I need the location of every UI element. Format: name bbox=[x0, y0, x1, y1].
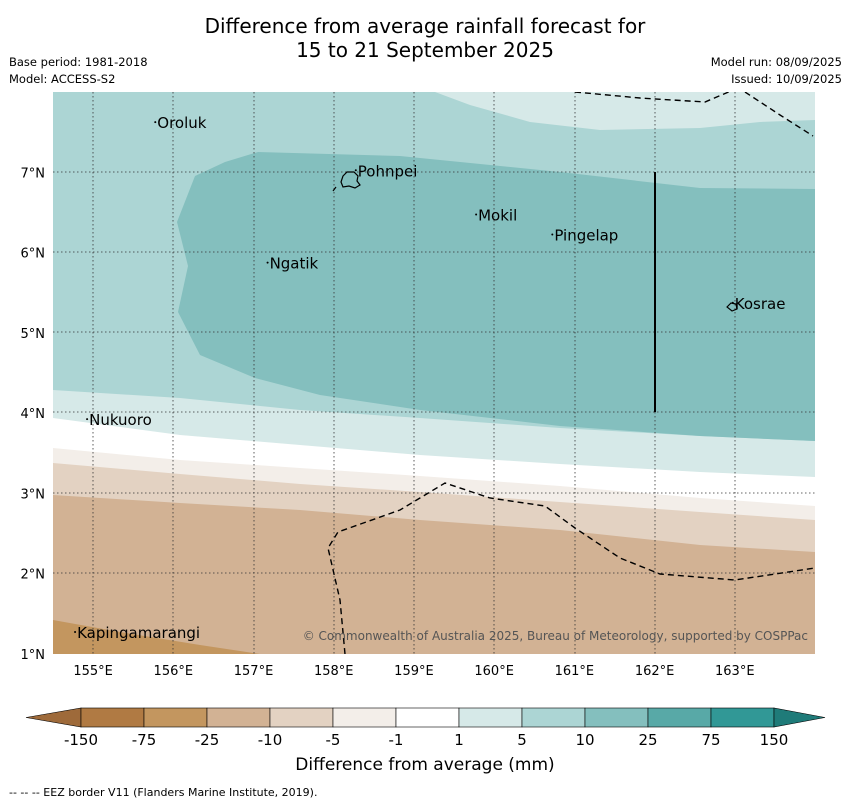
lat-tick-label: 4°N bbox=[21, 407, 46, 422]
lat-tick-label: 2°N bbox=[21, 568, 46, 583]
colorbar-tick-label: 75 bbox=[701, 731, 720, 749]
lon-tick-label: 155°E bbox=[73, 664, 113, 679]
place-label: Mokil bbox=[478, 206, 517, 224]
colorbar-swatch bbox=[458, 707, 523, 728]
lon-tick-label: 160°E bbox=[474, 664, 514, 679]
colorbar-swatches bbox=[25, 707, 826, 728]
footer-legend: -- -- -- EEZ border V11 (Flanders Marine… bbox=[9, 786, 318, 799]
model-run: Model run: 08/09/2025 bbox=[710, 55, 842, 69]
colorbar-swatch bbox=[584, 707, 649, 728]
title-line-2: 15 to 21 September 2025 bbox=[296, 38, 554, 62]
colorbar-tick-label: 150 bbox=[760, 731, 789, 749]
colorbar-tick-label: -150 bbox=[64, 731, 98, 749]
meta-right: Model run: 08/09/2025 Issued: 10/09/2025 bbox=[711, 54, 842, 88]
colorbar-swatch bbox=[269, 707, 334, 728]
model-name: Model: ACCESS-S2 bbox=[9, 72, 116, 86]
colorbar-swatch bbox=[647, 707, 712, 728]
colorbar-label: Difference from average (mm) bbox=[295, 755, 555, 775]
colorbar-tick-label: 25 bbox=[638, 731, 657, 749]
place-marker bbox=[551, 233, 554, 236]
place-marker bbox=[731, 301, 734, 304]
lat-tick-label: 1°N bbox=[21, 648, 46, 663]
lat-tick-label: 5°N bbox=[21, 327, 46, 342]
place-marker bbox=[74, 630, 77, 633]
pohnpei-island bbox=[340, 171, 361, 189]
place-marker bbox=[354, 169, 357, 172]
colorbar-tick-label: -5 bbox=[326, 731, 341, 749]
colorbar-swatch bbox=[521, 707, 586, 728]
colorbar-extend-high bbox=[773, 707, 826, 728]
colorbar-tick-label: 5 bbox=[517, 731, 527, 749]
colorbar-tick-label: -75 bbox=[132, 731, 157, 749]
place-marker bbox=[475, 213, 478, 216]
colorbar-swatch bbox=[206, 707, 271, 728]
meta-left: Base period: 1981-2018 Model: ACCESS-S2 bbox=[9, 54, 148, 88]
eez-border-south bbox=[327, 482, 815, 654]
contour-fills bbox=[53, 92, 815, 654]
place-kapingamarangi: Kapingamarangi bbox=[74, 624, 200, 642]
map-title: Difference from average rainfall forecas… bbox=[0, 14, 850, 62]
issued-date: Issued: 10/09/2025 bbox=[731, 72, 842, 86]
place-pingelap: Pingelap bbox=[551, 227, 618, 245]
island-outlines bbox=[332, 171, 738, 312]
lon-tick-label: 159°E bbox=[394, 664, 434, 679]
lat-tick-label: 7°N bbox=[21, 166, 46, 181]
lon-tick-label: 162°E bbox=[635, 664, 675, 679]
place-kosrae: Kosrae bbox=[731, 295, 786, 313]
colorbar-swatch bbox=[395, 707, 460, 728]
place-pohnpei: Pohnpei bbox=[354, 162, 418, 180]
lon-tick-label: 157°E bbox=[234, 664, 274, 679]
latitude-ticks: 7°N 6°N 5°N 4°N 3°N 2°N 1°N bbox=[21, 166, 46, 663]
place-label: Pingelap bbox=[554, 227, 618, 245]
eez-border bbox=[327, 92, 815, 654]
lon-tick-label: 156°E bbox=[154, 664, 194, 679]
place-marker bbox=[266, 261, 269, 264]
place-ngatik: Ngatik bbox=[266, 255, 319, 273]
lat-tick-label: 3°N bbox=[21, 487, 46, 502]
colorbar-tick-label: 10 bbox=[575, 731, 594, 749]
rainfall-map: Oroluk Pohnpei Mokil Pingelap Ngatik Kosrae Nu… bbox=[21, 92, 826, 749]
title-line-1: Difference from average rainfall forecas… bbox=[204, 14, 646, 38]
colorbar-extend-low bbox=[25, 707, 82, 728]
lon-tick-label: 161°E bbox=[555, 664, 595, 679]
colorbar-swatch bbox=[710, 707, 775, 728]
colorbar-swatch bbox=[80, 707, 145, 728]
place-marker bbox=[86, 418, 89, 421]
fill-minus25-south bbox=[53, 526, 815, 654]
lat-tick-label: 6°N bbox=[21, 247, 46, 262]
place-marker bbox=[154, 121, 157, 124]
colorbar-tick-label: -10 bbox=[258, 731, 283, 749]
kosrae-island bbox=[726, 302, 738, 312]
colorbar-swatch bbox=[143, 707, 208, 728]
base-period: Base period: 1981-2018 bbox=[9, 55, 148, 69]
colorbar: -150 -75 -25 -10 -5 -1 1 5 10 25 75 150 bbox=[25, 707, 826, 749]
colorbar-swatch bbox=[332, 707, 397, 728]
place-mokil: Mokil bbox=[475, 206, 517, 224]
longitude-ticks: 155°E 156°E 157°E 158°E 159°E 160°E 161°E 162°E… bbox=[73, 664, 754, 679]
place-label: Pohnpei bbox=[358, 162, 418, 180]
eez-border-ne bbox=[744, 92, 814, 137]
place-label: Ngatik bbox=[270, 255, 319, 273]
place-oroluk: Oroluk bbox=[154, 114, 207, 132]
place-label: Nukuoro bbox=[89, 411, 152, 429]
place-label: Kapingamarangi bbox=[77, 624, 200, 642]
colorbar-tick-label: -1 bbox=[389, 731, 404, 749]
place-label: Kosrae bbox=[735, 295, 786, 313]
place-label: Oroluk bbox=[157, 114, 206, 132]
eez-border-north bbox=[574, 92, 731, 103]
copyright-notice: © Commonwealth of Australia 2025, Bureau… bbox=[303, 629, 808, 643]
pohnpei-reef bbox=[332, 186, 337, 192]
colorbar-tick-labels: -150 -75 -25 -10 -5 -1 1 5 10 25 75 150 bbox=[64, 731, 788, 749]
lon-tick-label: 158°E bbox=[314, 664, 354, 679]
place-nukuoro: Nukuoro bbox=[86, 411, 152, 429]
colorbar-tick-label: -25 bbox=[195, 731, 220, 749]
place-labels: Oroluk Pohnpei Mokil Pingelap Ngatik Kosrae Nu… bbox=[74, 114, 785, 642]
colorbar-tick-label: 1 bbox=[454, 731, 464, 749]
fill-minus75-corner bbox=[53, 620, 260, 654]
lon-tick-label: 163°E bbox=[715, 664, 755, 679]
